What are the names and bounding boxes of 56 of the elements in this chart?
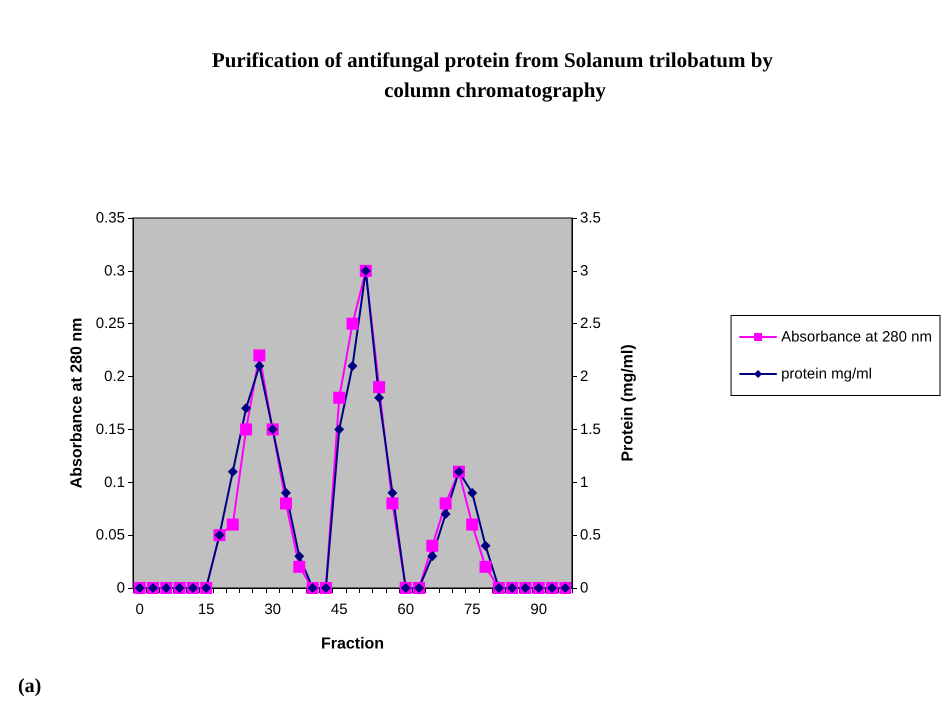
legend-label: Absorbance at 280 nm xyxy=(781,328,932,346)
y-tick-label: 0.05 xyxy=(96,526,125,544)
x-tick-label: 60 xyxy=(397,601,414,618)
text: (a) xyxy=(18,675,42,697)
y-axis-title: Absorbance at 280 nm xyxy=(68,318,86,488)
y2-tick-label: 3 xyxy=(580,262,588,280)
point xyxy=(440,509,451,519)
point xyxy=(466,518,478,531)
point xyxy=(480,540,491,551)
point xyxy=(241,403,252,414)
y-tick-label: 0.2 xyxy=(104,368,125,386)
y2-tick-label: 2.5 xyxy=(580,315,601,332)
point xyxy=(348,361,358,371)
point xyxy=(333,392,346,404)
legend-label: protein mg/ml xyxy=(781,366,872,382)
point xyxy=(374,392,384,403)
chart-title: Purification of antifungal protein from Solanum trilobatum by column chromatography xyxy=(212,48,778,102)
point xyxy=(226,518,239,531)
point xyxy=(334,424,344,434)
point xyxy=(440,497,452,510)
y-tick-label: 0.15 xyxy=(96,420,125,438)
point xyxy=(427,551,438,562)
x-tick-label: 90 xyxy=(530,601,548,618)
x-tick-label: 0 xyxy=(135,601,144,618)
y-tick-label: 0.1 xyxy=(104,474,125,491)
point xyxy=(386,497,398,510)
point xyxy=(387,488,398,498)
point xyxy=(280,497,292,510)
x-tick-label: 45 xyxy=(330,601,348,618)
y-tick-label: 0.3 xyxy=(104,262,125,280)
point xyxy=(228,466,238,477)
point xyxy=(253,349,266,362)
point xyxy=(467,488,478,498)
point xyxy=(254,361,264,371)
x-tick-label: 75 xyxy=(464,601,481,618)
y2-tick-label: 2 xyxy=(580,368,588,386)
y-tick-label: 0.25 xyxy=(96,315,125,332)
point xyxy=(294,551,304,562)
point xyxy=(346,318,358,330)
y-tick-label: 0 xyxy=(116,580,125,596)
point xyxy=(480,560,492,573)
point xyxy=(426,540,438,552)
y2-tick-label: 0 xyxy=(580,580,588,596)
point xyxy=(280,488,291,498)
point xyxy=(373,381,386,394)
y2-tick-label: 0.5 xyxy=(580,526,601,544)
y2-tick-label: 3.5 xyxy=(580,210,601,226)
y2-tick-label: 1.5 xyxy=(580,420,601,438)
y2-axis-title: Protein (mg/ml) xyxy=(620,344,636,462)
x-tick-label: 15 xyxy=(198,601,215,618)
point xyxy=(240,423,252,436)
x-axis-title: Fraction xyxy=(320,636,384,652)
x-tick-label: 30 xyxy=(264,601,282,618)
point xyxy=(293,560,306,573)
y2-tick-label: 1 xyxy=(580,474,588,491)
y-tick-label: 0.35 xyxy=(96,210,125,226)
